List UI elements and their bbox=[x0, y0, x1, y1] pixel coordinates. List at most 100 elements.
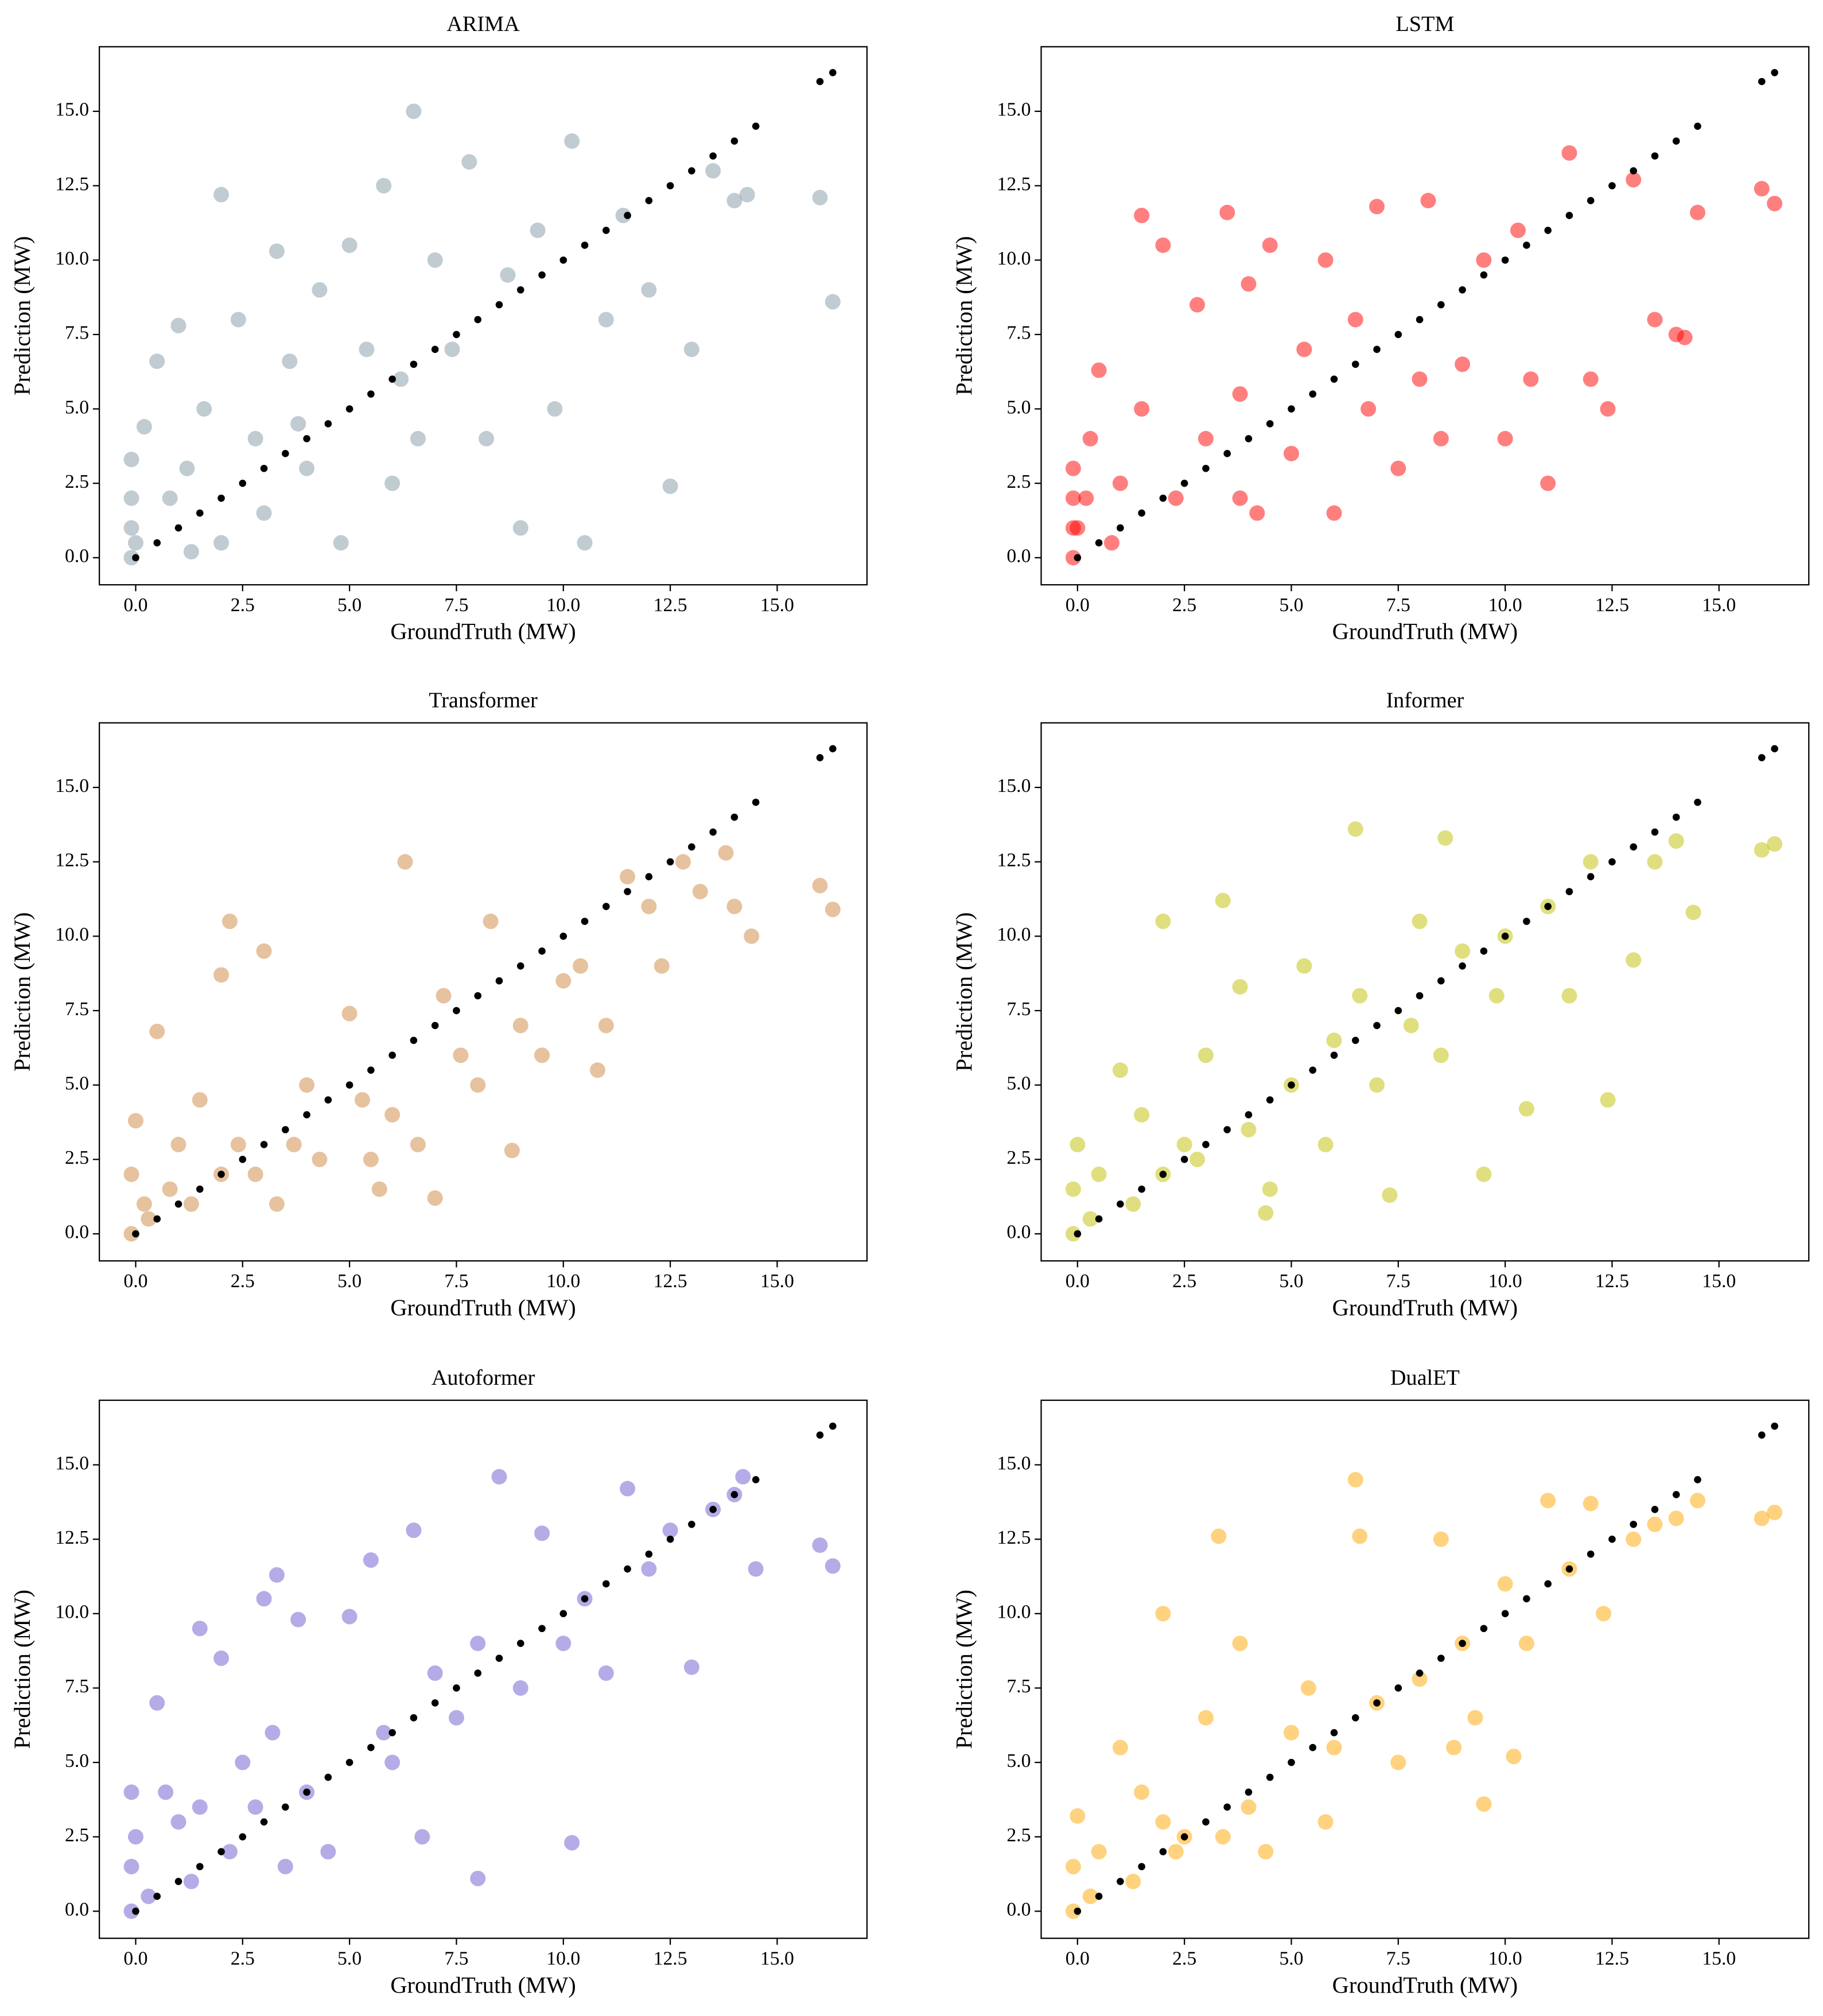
point bbox=[1647, 312, 1663, 328]
point bbox=[153, 539, 161, 547]
point bbox=[581, 918, 589, 925]
point bbox=[1767, 196, 1783, 212]
point bbox=[1677, 329, 1693, 345]
point bbox=[384, 475, 401, 491]
point bbox=[170, 317, 186, 333]
x-tick-label: 12.5 bbox=[1595, 1948, 1629, 1970]
point bbox=[324, 420, 332, 428]
point bbox=[213, 1650, 230, 1667]
y-tick-label: 2.5 bbox=[65, 1825, 89, 1846]
point bbox=[410, 1036, 418, 1044]
point bbox=[127, 1829, 143, 1845]
point bbox=[624, 1565, 631, 1573]
point bbox=[345, 1758, 353, 1766]
point bbox=[1283, 445, 1299, 461]
point bbox=[1352, 988, 1368, 1004]
point bbox=[748, 1561, 764, 1577]
point bbox=[730, 1491, 738, 1498]
point bbox=[1600, 401, 1616, 417]
point bbox=[192, 1092, 208, 1108]
point bbox=[1373, 345, 1381, 354]
point bbox=[1544, 1580, 1552, 1588]
x-tick-label: 5.0 bbox=[337, 595, 362, 616]
x-tick-label: 10.0 bbox=[546, 595, 580, 616]
point bbox=[654, 958, 670, 974]
point bbox=[123, 490, 139, 506]
point bbox=[726, 899, 743, 915]
point bbox=[299, 460, 315, 476]
point bbox=[384, 1107, 401, 1123]
point bbox=[1565, 1565, 1573, 1573]
point bbox=[127, 535, 143, 551]
point bbox=[1065, 460, 1081, 476]
point bbox=[1091, 1844, 1107, 1860]
x-tick-label: 12.5 bbox=[1595, 595, 1629, 616]
point bbox=[829, 745, 837, 753]
point bbox=[1690, 204, 1705, 220]
x-tick-label: 10.0 bbox=[546, 1271, 580, 1292]
point bbox=[624, 212, 631, 219]
point bbox=[217, 1848, 225, 1855]
point bbox=[1651, 828, 1659, 836]
point bbox=[474, 1669, 482, 1677]
y-tick-label: 7.5 bbox=[1006, 999, 1031, 1020]
point bbox=[123, 452, 139, 468]
point bbox=[538, 271, 546, 279]
point bbox=[1412, 1671, 1428, 1687]
point bbox=[645, 197, 653, 204]
point bbox=[230, 312, 246, 328]
point bbox=[427, 1190, 443, 1206]
x-tick-label: 0.0 bbox=[123, 1948, 147, 1970]
point bbox=[217, 494, 225, 502]
x-tick-label: 7.5 bbox=[444, 595, 468, 616]
y-axis-label: Prediction (MW) bbox=[9, 236, 35, 395]
point bbox=[303, 435, 310, 442]
point bbox=[388, 1728, 396, 1737]
point bbox=[726, 193, 743, 209]
point bbox=[1180, 1833, 1188, 1841]
point bbox=[453, 1007, 460, 1015]
point bbox=[1070, 1808, 1086, 1824]
point bbox=[410, 360, 418, 368]
point bbox=[1347, 312, 1363, 328]
x-tick-label: 12.5 bbox=[654, 595, 687, 616]
point bbox=[141, 1888, 157, 1904]
subplot: 0.0 2.5 5.0 7.5 10.0 12.5 15.0 0.0 2.5 5.0 7.5 10.0… bbox=[951, 1366, 1810, 1998]
point bbox=[1296, 341, 1312, 358]
point bbox=[752, 122, 760, 130]
point bbox=[812, 189, 828, 205]
point bbox=[1488, 988, 1505, 1004]
point bbox=[470, 1636, 486, 1652]
point bbox=[1608, 858, 1616, 866]
point bbox=[324, 1096, 332, 1104]
point bbox=[461, 154, 477, 170]
y-tick-label: 10.0 bbox=[997, 924, 1031, 945]
point bbox=[303, 1788, 310, 1796]
y-tick-label: 5.0 bbox=[65, 397, 89, 418]
point bbox=[1501, 256, 1509, 264]
point bbox=[1330, 375, 1338, 383]
point bbox=[1223, 450, 1231, 457]
point bbox=[123, 1166, 139, 1182]
y-tick-label: 12.5 bbox=[997, 850, 1031, 871]
point bbox=[1125, 1196, 1141, 1212]
y-tick-label: 15.0 bbox=[55, 99, 89, 121]
point bbox=[812, 877, 828, 894]
point bbox=[1241, 1122, 1257, 1137]
point bbox=[1065, 1181, 1081, 1197]
point bbox=[1117, 524, 1124, 532]
point bbox=[414, 1829, 430, 1845]
point bbox=[196, 1185, 204, 1193]
point bbox=[1347, 1471, 1363, 1487]
point bbox=[269, 1567, 285, 1583]
plot-frame bbox=[99, 722, 868, 1262]
x-tick-label: 0.0 bbox=[1066, 1271, 1090, 1292]
point bbox=[1651, 1506, 1659, 1513]
point bbox=[1758, 753, 1766, 762]
y-tick-label: 5.0 bbox=[1006, 1073, 1031, 1094]
point bbox=[1241, 1799, 1257, 1815]
point bbox=[500, 267, 516, 283]
point bbox=[1476, 1166, 1492, 1182]
point bbox=[1523, 1595, 1530, 1603]
